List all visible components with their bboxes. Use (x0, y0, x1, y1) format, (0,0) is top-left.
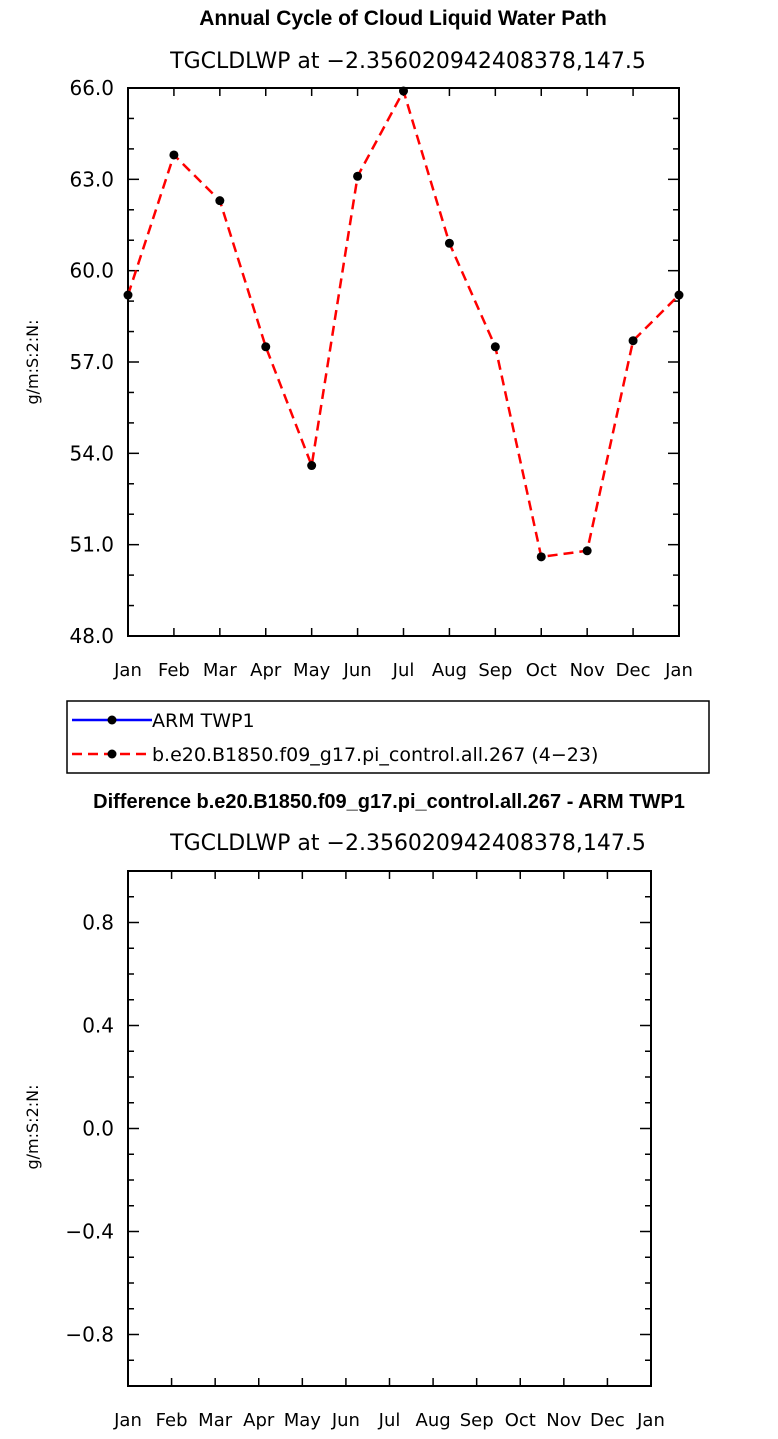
data-point (674, 290, 684, 300)
y-tick-label: 0.4 (82, 1014, 114, 1038)
chart2-title: Difference b.e20.B1850.f09_g17.pi_contro… (93, 791, 685, 813)
chart2-y-axis-label: g/m:S:2:N: (23, 1085, 42, 1170)
data-point (169, 150, 179, 160)
plot1-frame (127, 87, 680, 637)
data-point (399, 86, 408, 96)
x-tick-label: Jan (113, 660, 142, 681)
data-point (582, 546, 592, 556)
chart2-subtitle: TGCLDLWP at −2.356020942408378,147.5 (169, 831, 646, 856)
x-tick-label: Jul (378, 1410, 401, 1431)
x-tick-label: Feb (156, 1410, 188, 1431)
y-tick-label: 57.0 (69, 350, 114, 374)
x-tick-label: Nov (570, 660, 605, 681)
x-tick-label: Dec (616, 660, 651, 681)
data-point (261, 342, 271, 352)
x-tick-label: Apr (250, 660, 282, 681)
data-point (215, 196, 225, 206)
y-tick-label: 60.0 (69, 259, 114, 283)
x-tick-label: Sep (478, 660, 512, 681)
chart2-y-axis-label-group: g/m:S:2:N: (23, 1085, 42, 1170)
plot2-frame (127, 870, 652, 1387)
chart1-title: Annual Cycle of Cloud Liquid Water Path (199, 7, 607, 30)
y-tick-label: 48.0 (69, 624, 114, 648)
data-point (307, 461, 317, 471)
x-tick-label: Feb (158, 660, 190, 681)
x-tick-label: Mar (198, 1410, 233, 1431)
x-tick-label: Aug (416, 1410, 451, 1431)
y-tick-label: −0.8 (65, 1323, 114, 1347)
data-point (444, 238, 454, 248)
chart1-y-axis-label: g/m:S:2:N: (23, 320, 42, 405)
x-tick-label: Jul (392, 660, 415, 681)
chart1-legend: ARM TWP1 b.e20.B1850.f09_g17.pi_control.… (66, 700, 710, 774)
legend-label-model: b.e20.B1850.f09_g17.pi_control.all.267 (… (152, 744, 598, 766)
x-tick-label: Jan (113, 1410, 142, 1431)
legend-marker-model (107, 749, 117, 759)
x-tick-label: Oct (526, 660, 557, 681)
y-tick-label: 0.8 (82, 911, 114, 935)
chart1-y-axis-label-group: g/m:S:2:N: (23, 320, 42, 405)
legend-box (66, 700, 710, 774)
y-tick-label: 63.0 (69, 167, 114, 191)
y-tick-label: 54.0 (69, 441, 114, 465)
legend-label-arm: ARM TWP1 (152, 710, 255, 732)
data-point (123, 290, 133, 300)
x-tick-label: Jan (636, 1410, 665, 1431)
x-tick-label: May (284, 1410, 322, 1431)
x-tick-label: Oct (505, 1410, 536, 1431)
x-tick-label: Sep (460, 1410, 494, 1431)
chart1-plot-area: Jan Feb Mar Apr May Jun Jul Aug Sep Oct Nov Dec Jan 4… (69, 76, 692, 681)
x-tick-label: Dec (590, 1410, 625, 1431)
chart1-subtitle: TGCLDLWP at −2.356020942408378,147.5 (169, 49, 646, 74)
x-tick-label: Jan (664, 660, 693, 681)
x-tick-label: Aug (432, 660, 467, 681)
data-point (353, 171, 363, 181)
data-point (628, 336, 638, 346)
y-tick-label: 0.0 (82, 1117, 114, 1141)
x-tick-label: Jun (331, 1410, 360, 1431)
x-tick-label: Nov (546, 1410, 581, 1431)
y-tick-label: 51.0 (69, 533, 114, 557)
chart2-plot-area: Jan Feb Mar Apr May Jun Jul Aug Sep Oct Nov Dec Jan −… (65, 870, 665, 1431)
data-point (490, 342, 500, 352)
legend-marker-arm (107, 715, 117, 725)
x-tick-label: Mar (203, 660, 238, 681)
y-tick-label: −0.4 (65, 1220, 114, 1244)
y-tick-label: 66.0 (69, 76, 114, 100)
x-tick-label: Jun (343, 660, 372, 681)
x-tick-label: Apr (243, 1410, 275, 1431)
x-tick-label: May (293, 660, 331, 681)
data-point (536, 552, 546, 562)
series-line-1 (126, 87, 680, 559)
